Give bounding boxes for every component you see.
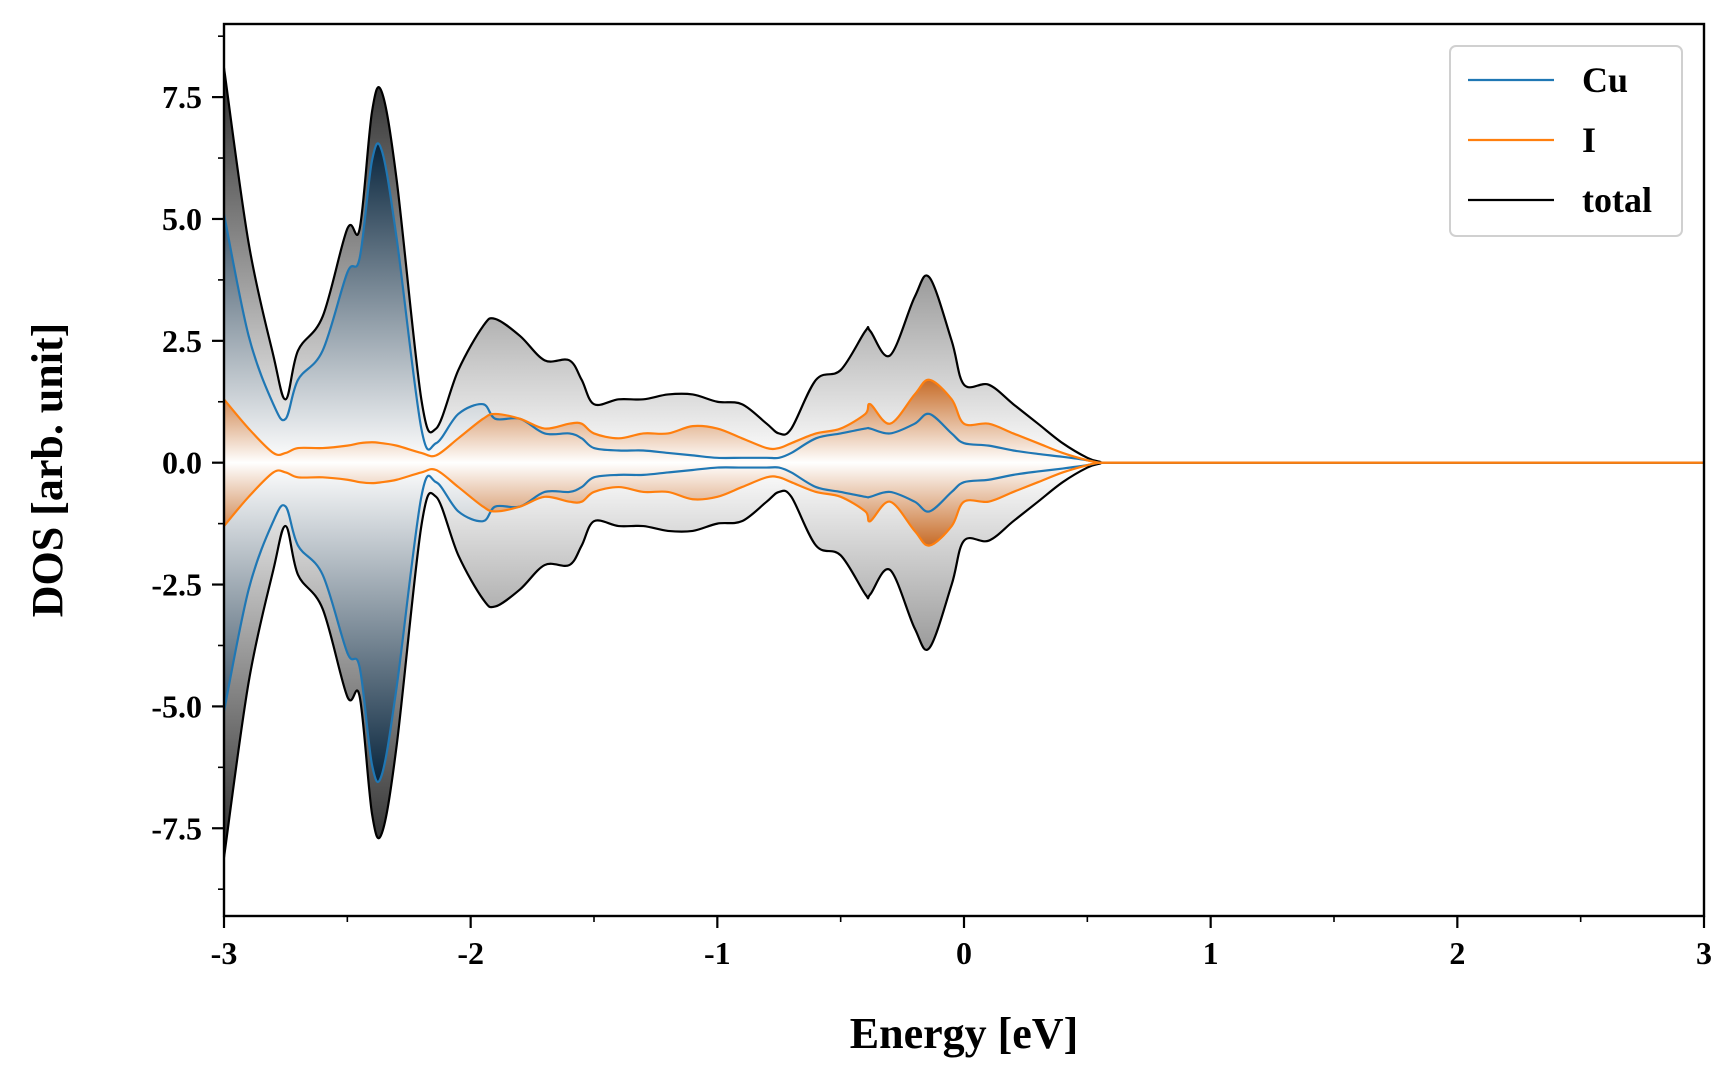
x-tick-label: 2 bbox=[1449, 935, 1465, 971]
x-tick-label: -2 bbox=[457, 935, 484, 971]
y-axis-title: DOS [arb. unit] bbox=[23, 323, 72, 618]
x-axis-title: Energy [eV] bbox=[850, 1009, 1079, 1058]
x-tick-label: -1 bbox=[704, 935, 731, 971]
x-tick-label: 0 bbox=[956, 935, 972, 971]
area-i bbox=[224, 379, 1704, 546]
legend-label-i: I bbox=[1582, 120, 1596, 160]
legend-label-total: total bbox=[1582, 180, 1652, 220]
y-tick-label: 5.0 bbox=[162, 201, 202, 237]
y-tick-label: 7.5 bbox=[162, 79, 202, 115]
x-tick-label: 1 bbox=[1203, 935, 1219, 971]
line-total-up bbox=[224, 67, 1704, 464]
y-tick-label: -2.5 bbox=[151, 567, 202, 603]
line-cu-down bbox=[224, 461, 1704, 784]
y-tick-label: 0.0 bbox=[162, 445, 202, 481]
legend-label-cu: Cu bbox=[1582, 60, 1628, 100]
line-total-down bbox=[224, 461, 1704, 858]
y-tick-label: -7.5 bbox=[151, 810, 202, 846]
legend-box bbox=[1449, 45, 1683, 237]
line-i-up bbox=[224, 378, 1704, 464]
y-tick-label: 2.5 bbox=[162, 323, 202, 359]
line-cu-up bbox=[224, 142, 1704, 464]
y-tick-label: -5.0 bbox=[151, 688, 202, 724]
x-tick-label: 3 bbox=[1696, 935, 1712, 971]
x-tick-label: -3 bbox=[211, 935, 238, 971]
line-i-down bbox=[224, 461, 1704, 547]
